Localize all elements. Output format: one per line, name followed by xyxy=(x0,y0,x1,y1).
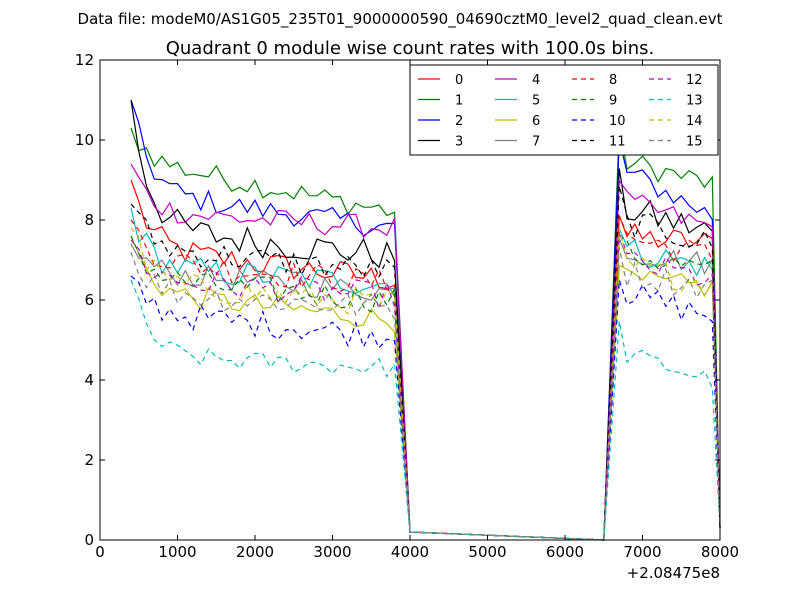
legend-label-3: 3 xyxy=(455,135,463,150)
x-tick-label: 5000 xyxy=(468,543,506,561)
y-tick-label: 6 xyxy=(84,291,94,309)
series-line-10 xyxy=(130,275,721,541)
x-tick-label: 3000 xyxy=(313,543,351,561)
legend-label-11: 11 xyxy=(609,135,626,150)
series-line-12 xyxy=(130,231,721,541)
y-tick-label: 12 xyxy=(75,51,94,69)
legend-label-12: 12 xyxy=(686,73,703,88)
y-tick-label: 0 xyxy=(84,531,94,549)
y-tick-label: 4 xyxy=(84,371,94,389)
series-line-14 xyxy=(130,227,721,541)
y-tick-label: 8 xyxy=(84,211,94,229)
legend-label-6: 6 xyxy=(532,114,540,129)
legend-label-10: 10 xyxy=(609,114,626,129)
axes-layer: 0 1000 2000 3000 4000 5000 6000 7000 80000246810… xyxy=(75,51,739,561)
series-line-2 xyxy=(130,99,721,541)
series-line-4 xyxy=(130,163,721,541)
y-tick-label: 10 xyxy=(75,131,94,149)
legend-box xyxy=(409,64,719,156)
x-tick-label: 7000 xyxy=(623,543,661,561)
x-tick-label: 2000 xyxy=(236,543,274,561)
legend-label-5: 5 xyxy=(532,94,540,109)
x-tick-label: 1000 xyxy=(158,543,196,561)
chart-title: Quadrant 0 module wise count rates with … xyxy=(166,38,655,59)
legend-label-13: 13 xyxy=(686,94,703,109)
legend-label-8: 8 xyxy=(609,73,617,88)
data-file-suptitle: Data file: modeM0/AS1G05_235T01_90000005… xyxy=(78,10,723,29)
x-offset-label: +2.08475e8 xyxy=(627,564,720,582)
legend-label-2: 2 xyxy=(455,114,463,129)
x-tick-label: 8000 xyxy=(701,543,739,561)
legend-label-9: 9 xyxy=(609,94,617,109)
series-line-6 xyxy=(130,235,721,541)
legend-label-7: 7 xyxy=(532,135,540,150)
x-tick-label: 4000 xyxy=(391,543,429,561)
series-layer xyxy=(130,99,721,541)
series-line-7 xyxy=(130,237,721,541)
legend-label-1: 1 xyxy=(455,94,463,109)
series-line-8 xyxy=(130,215,721,541)
x-tick-label: 6000 xyxy=(546,543,584,561)
series-line-11 xyxy=(130,185,721,541)
x-tick-label: 0 xyxy=(95,543,105,561)
y-tick-label: 2 xyxy=(84,451,94,469)
series-line-0 xyxy=(130,179,721,541)
series-line-13 xyxy=(130,279,721,541)
legend-label-4: 4 xyxy=(532,73,540,88)
legend-label-15: 15 xyxy=(686,135,703,150)
series-line-5 xyxy=(130,207,721,541)
legend-label-14: 14 xyxy=(686,114,703,129)
series-line-1 xyxy=(130,124,721,541)
series-line-3 xyxy=(130,99,721,541)
series-line-15 xyxy=(130,247,721,541)
legend-label-0: 0 xyxy=(455,73,463,88)
series-line-9 xyxy=(130,234,721,541)
